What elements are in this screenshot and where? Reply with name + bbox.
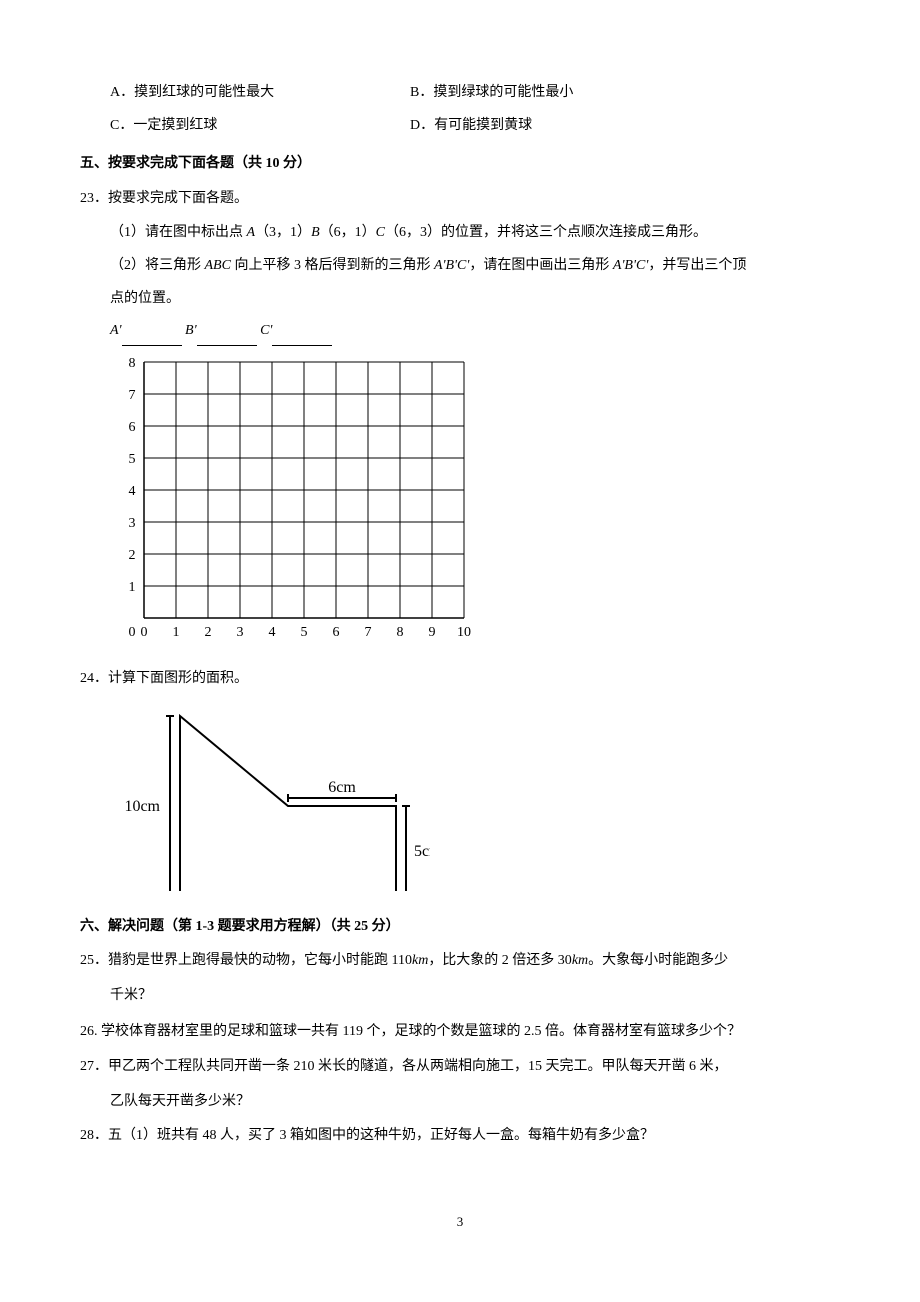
q27-a: 27．甲乙两个工程队共同开凿一条 210 米长的隧道，各从两端相向施工，15 天…: [80, 1059, 728, 1074]
svg-text:9: 9: [429, 625, 436, 640]
q27: 27．甲乙两个工程队共同开凿一条 210 米长的隧道，各从两端相向施工，15 天…: [80, 1054, 840, 1081]
q23-sub2-p3: ，请在图中画出三角形: [469, 258, 613, 273]
q28: 28．五（1）班共有 48 人，买了 3 箱如图中的这种牛奶，正好每人一盒。每箱…: [80, 1123, 840, 1150]
q25: 25．猎豹是世界上跑得最快的动物，它每小时能跑 110km，比大象的 2 倍还多…: [80, 948, 840, 975]
q23-blank-B: [197, 318, 257, 346]
q23-sub2-p1: （2）将三角形: [110, 258, 205, 273]
q25-b: ，比大象的 2 倍还多 30: [428, 953, 572, 968]
option-22-A: A．摸到红球的可能性最大: [110, 80, 410, 107]
q23-blank-C-label: C': [260, 323, 272, 338]
q23-ABC3: A'B'C': [613, 258, 648, 273]
q23-ABC2: A'B'C': [434, 258, 469, 273]
q24-shape: 6cm12cm10cm5cm: [110, 701, 840, 902]
svg-text:4: 4: [129, 484, 136, 499]
q25-line2: 千米？: [110, 983, 840, 1010]
q23-pointA: A: [247, 225, 256, 240]
section5-header: 五、按要求完成下面各题（共 10 分）: [80, 151, 840, 178]
section6-header: 六、解决问题（第 1-3 题要求用方程解）（共 25 分）: [80, 914, 840, 941]
q23-blank-C: [272, 318, 332, 346]
option-22-B: B．摸到绿球的可能性最小: [410, 80, 840, 107]
svg-text:3: 3: [129, 516, 136, 531]
page-number: 3: [80, 1210, 840, 1235]
q25-c: 。大象每小时能跑多少: [588, 953, 728, 968]
svg-text:4: 4: [269, 625, 276, 640]
q23: 23．按要求完成下面各题。: [80, 186, 840, 213]
q23-text: 23．按要求完成下面各题。: [80, 191, 248, 206]
q23-pointC: C: [376, 225, 385, 240]
svg-text:8: 8: [129, 356, 136, 371]
q22-options-row1: A．摸到红球的可能性最大 B．摸到绿球的可能性最小: [110, 80, 840, 107]
q23-sub1: （1）请在图中标出点 A（3，1）B（6，1）C（6，3）的位置，并将这三个点顺…: [110, 220, 840, 247]
svg-text:8: 8: [397, 625, 404, 640]
q24-text: 24．计算下面图形的面积。: [80, 671, 248, 686]
svg-text:2: 2: [205, 625, 212, 640]
svg-text:3: 3: [237, 625, 244, 640]
q23-sub2-p4: ，并写出三个顶: [648, 258, 746, 273]
q24: 24．计算下面图形的面积。: [80, 666, 840, 693]
shape-svg: 6cm12cm10cm5cm: [110, 701, 430, 891]
q23-sub2-p5: 点的位置。: [110, 291, 180, 306]
q22-options-row2: C．一定摸到红球 D．有可能摸到黄球: [110, 113, 840, 140]
svg-text:1: 1: [129, 580, 136, 595]
q23-sub2-line1: （2）将三角形 ABC 向上平移 3 格后得到新的三角形 A'B'C'，请在图中…: [110, 253, 840, 280]
svg-text:7: 7: [129, 388, 136, 403]
q25-km1: km: [412, 953, 428, 968]
svg-text:6: 6: [129, 420, 136, 435]
option-22-C: C．一定摸到红球: [110, 113, 410, 140]
svg-text:0: 0: [141, 625, 148, 640]
svg-text:5cm: 5cm: [414, 843, 430, 860]
q23-pointB: B: [311, 225, 320, 240]
svg-text:0: 0: [129, 625, 136, 640]
q26: 26. 学校体育器材室里的足球和篮球一共有 119 个，足球的个数是篮球的 2.…: [80, 1019, 840, 1046]
svg-text:5: 5: [129, 452, 136, 467]
q23-blank-A-label: A': [110, 323, 122, 338]
svg-text:6: 6: [333, 625, 340, 640]
q23-blank-A: [122, 318, 182, 346]
q23-sub2-p2: 向上平移 3 格后得到新的三角形: [231, 258, 434, 273]
q23-sub2-line2: 点的位置。: [110, 286, 840, 313]
coordinate-grid: 0 1 2 3 4 5 6 7 8 9 10 1 2 3 4 5 6 7 8 0: [110, 352, 840, 659]
q23-Ccoord: （6，3）的位置，并将这三个点顺次连接成三角形。: [385, 225, 707, 240]
svg-text:6cm: 6cm: [328, 779, 356, 796]
q23-Bcoord: （6，1）: [320, 225, 376, 240]
svg-text:5: 5: [301, 625, 308, 640]
q27-b: 乙队每天开凿多少米？: [110, 1094, 250, 1109]
q23-ABC: ABC: [205, 258, 231, 273]
q23-Acoord: （3，1）: [255, 225, 311, 240]
option-22-D: D．有可能摸到黄球: [410, 113, 840, 140]
svg-text:10cm: 10cm: [124, 798, 160, 815]
svg-text:10: 10: [457, 625, 471, 640]
grid-svg: 0 1 2 3 4 5 6 7 8 9 10 1 2 3 4 5 6 7 8 0: [110, 352, 484, 648]
q27-line2: 乙队每天开凿多少米？: [110, 1089, 840, 1116]
q25-d: 千米？: [110, 988, 152, 1003]
svg-text:7: 7: [365, 625, 372, 640]
svg-text:1: 1: [173, 625, 180, 640]
q23-sub1-prefix: （1）请在图中标出点: [110, 225, 247, 240]
svg-text:2: 2: [129, 548, 136, 563]
q25-km2: km: [572, 953, 588, 968]
q25-a: 25．猎豹是世界上跑得最快的动物，它每小时能跑 110: [80, 953, 412, 968]
q23-blanks: A' B' C': [110, 318, 840, 346]
q23-blank-B-label: B': [185, 323, 197, 338]
